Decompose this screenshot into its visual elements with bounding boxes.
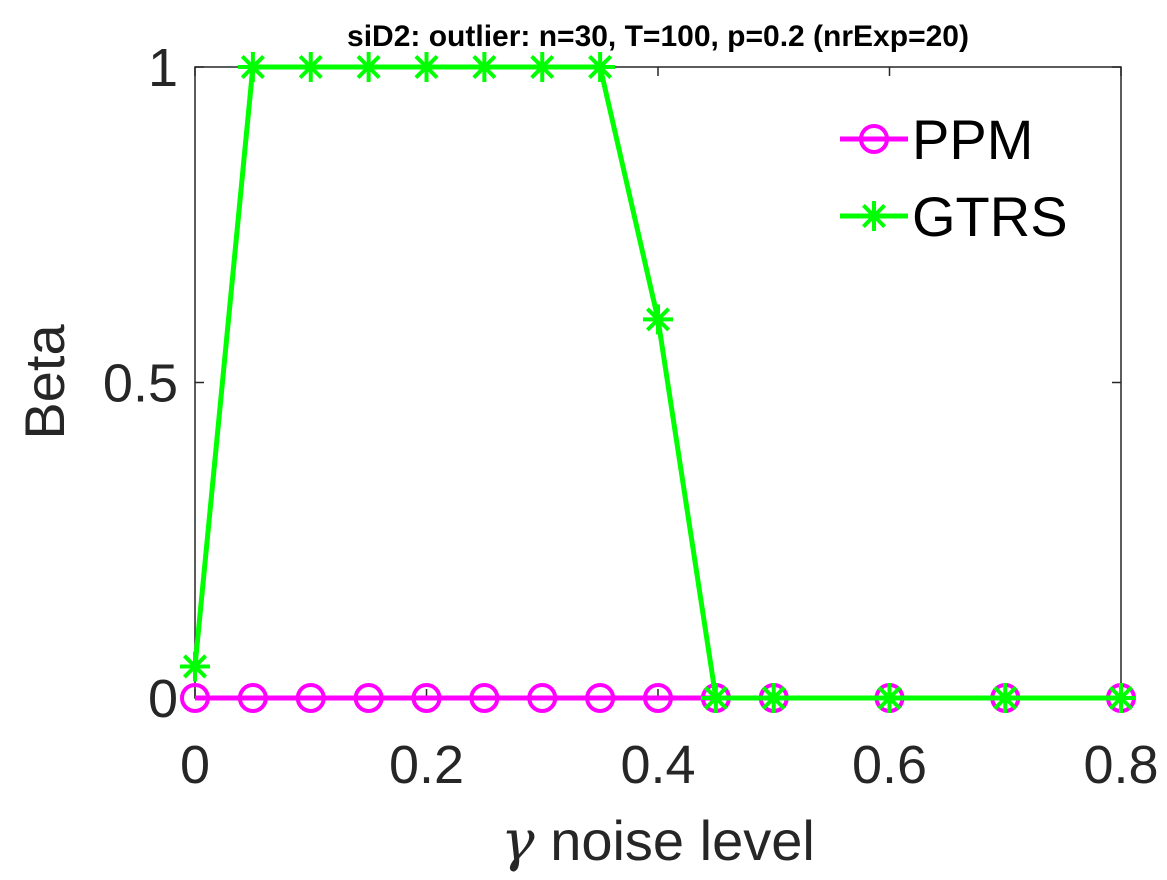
legend-label: PPM xyxy=(912,108,1033,171)
data-point xyxy=(527,52,558,82)
data-point xyxy=(180,651,210,682)
data-point xyxy=(874,683,905,713)
data-point xyxy=(411,52,442,82)
legend: PPM GTRS xyxy=(840,108,1068,248)
legend-label: GTRS xyxy=(912,185,1068,248)
data-point xyxy=(585,52,616,82)
data-point xyxy=(585,683,616,713)
x-tick-label: 0.2 xyxy=(389,735,464,795)
chart-title: siD2: outlier: n=30, T=100, p=0.2 (nrExp… xyxy=(347,20,969,53)
data-point xyxy=(353,683,384,713)
x-axis-label: γ noise level xyxy=(501,809,815,874)
data-point xyxy=(700,683,731,713)
data-point xyxy=(295,683,326,713)
data-point xyxy=(295,52,326,82)
series-layer xyxy=(180,52,1136,713)
data-point xyxy=(469,683,500,713)
data-point xyxy=(643,683,673,713)
data-point xyxy=(643,304,673,335)
data-point xyxy=(527,683,558,713)
data-point xyxy=(237,52,268,82)
data-point xyxy=(411,683,442,713)
y-tick-label: 1 xyxy=(148,38,178,98)
y-axis-label: Beta xyxy=(13,324,76,440)
series-gtrs xyxy=(180,52,1136,713)
data-point xyxy=(1106,683,1136,713)
data-point xyxy=(469,52,500,82)
data-point xyxy=(859,201,889,231)
legend-item-gtrs: GTRS xyxy=(840,185,1068,248)
data-point xyxy=(758,683,789,713)
data-point xyxy=(237,683,268,713)
data-point xyxy=(180,683,210,713)
x-tick-label: 0.4 xyxy=(620,735,695,795)
plot-area xyxy=(194,66,1122,699)
x-tick-label: 0 xyxy=(180,735,210,795)
y-tick-label: 0.5 xyxy=(103,354,178,414)
x-axis-text: noise level xyxy=(535,809,815,872)
data-point xyxy=(859,124,889,154)
axis-ticks: 0 0.2 0.4 0.6 0.8 0 0.5 1 xyxy=(103,38,1159,795)
data-point xyxy=(990,683,1021,713)
x-tick-label: 0.8 xyxy=(1083,735,1158,795)
legend-item-ppm: PPM xyxy=(840,108,1033,171)
y-tick-label: 0 xyxy=(148,669,178,729)
data-point xyxy=(353,52,384,82)
x-tick-label: 0.6 xyxy=(852,735,927,795)
x-axis-symbol: γ xyxy=(501,809,535,874)
